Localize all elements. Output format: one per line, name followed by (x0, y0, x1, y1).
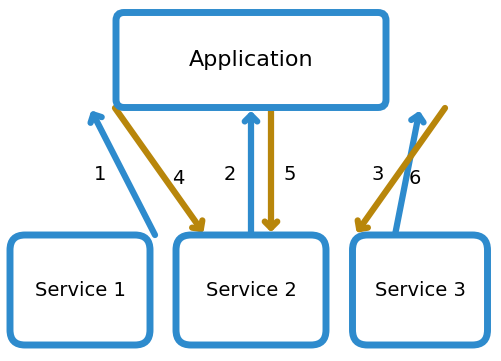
Text: Service 3: Service 3 (374, 280, 464, 300)
Text: 2: 2 (223, 165, 235, 184)
Text: 3: 3 (371, 165, 383, 184)
FancyBboxPatch shape (352, 235, 486, 345)
Text: 5: 5 (283, 165, 296, 184)
Text: Application: Application (188, 50, 313, 70)
Text: Service 1: Service 1 (35, 280, 125, 300)
Text: 6: 6 (408, 169, 420, 187)
FancyBboxPatch shape (116, 13, 385, 108)
Text: 1: 1 (94, 165, 106, 184)
Text: 4: 4 (171, 169, 184, 187)
FancyBboxPatch shape (176, 235, 325, 345)
Text: Service 2: Service 2 (205, 280, 296, 300)
FancyBboxPatch shape (10, 235, 150, 345)
